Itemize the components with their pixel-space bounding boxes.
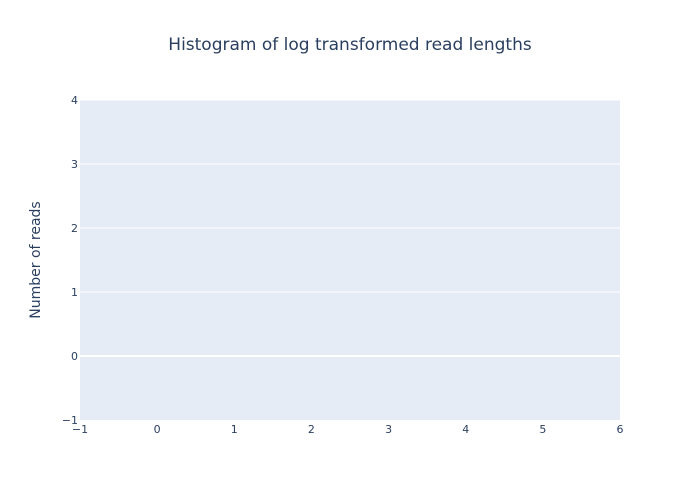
x-tick-label: 6 — [617, 423, 624, 436]
x-tick-label: 2 — [308, 423, 315, 436]
x-tick-label: −1 — [72, 423, 88, 436]
y-axis-title: Number of reads — [28, 201, 44, 318]
x-tick-label: 3 — [385, 423, 392, 436]
y-tick-label: 1 — [71, 286, 78, 299]
y-axis-ticks: −1 0 1 2 3 4 — [62, 94, 78, 427]
y-tick-label: 4 — [71, 94, 78, 107]
plot-area — [80, 100, 620, 420]
y-tick-label: 0 — [71, 350, 78, 363]
y-tick-label: 2 — [71, 222, 78, 235]
grid-lines — [80, 99, 620, 357]
y-tick-label: −1 — [62, 414, 78, 427]
x-axis-ticks: −1 0 1 2 3 4 5 6 — [72, 423, 624, 436]
x-tick-label: 1 — [231, 423, 238, 436]
x-tick-label: 5 — [539, 423, 546, 436]
x-tick-label: 4 — [462, 423, 469, 436]
y-tick-label: 3 — [71, 158, 78, 171]
chart-title: Histogram of log transformed read length… — [168, 35, 532, 55]
x-tick-label: 0 — [154, 423, 161, 436]
